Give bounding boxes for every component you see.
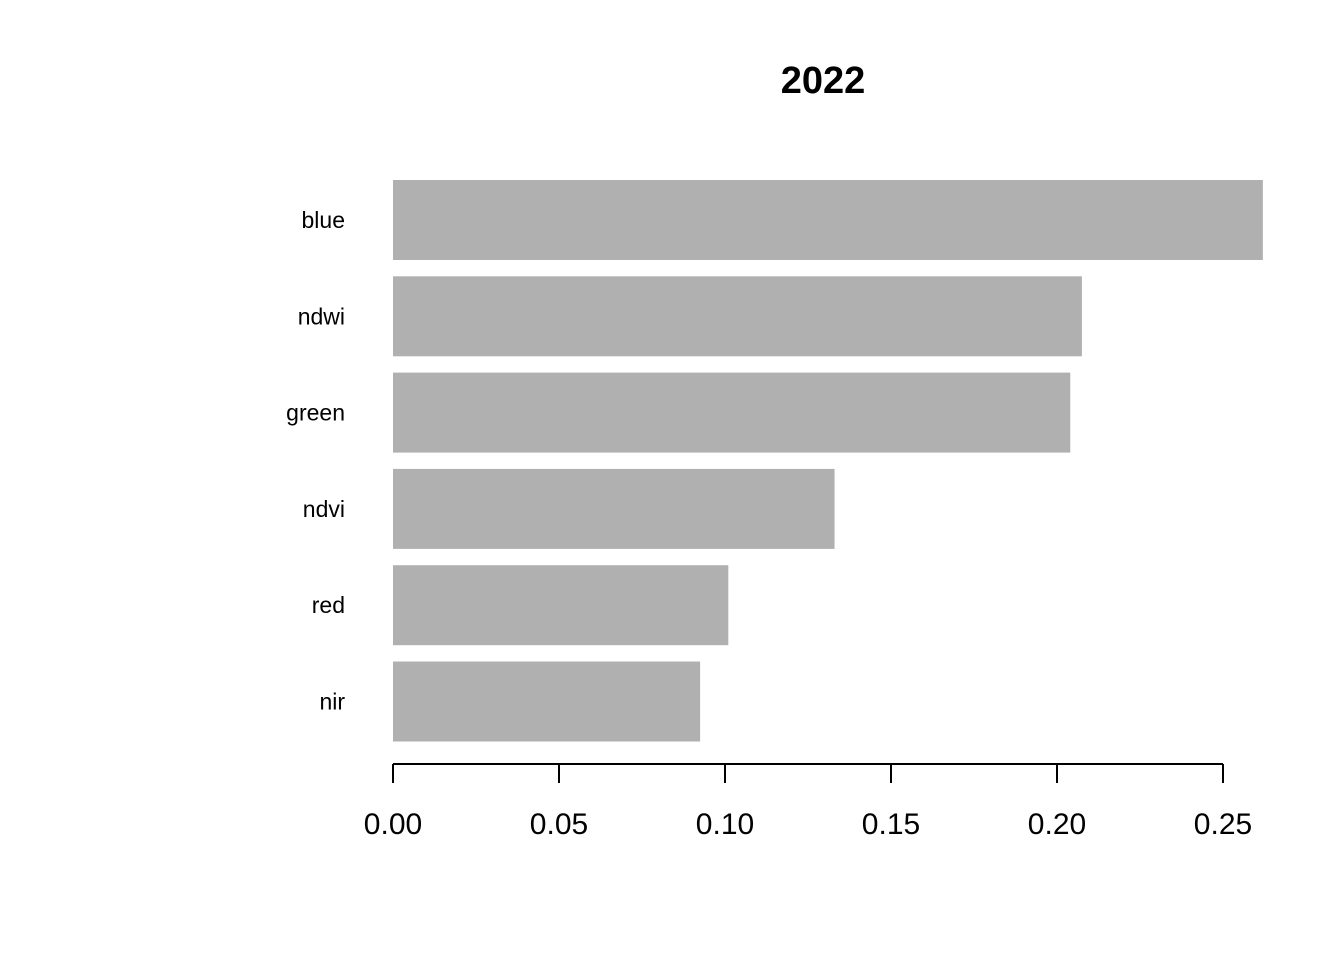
x-tick-label: 0.15: [862, 808, 920, 841]
category-label-ndwi: ndwi: [298, 303, 345, 329]
category-label-nir: nir: [319, 689, 345, 715]
category-label-ndvi: ndvi: [303, 496, 345, 522]
bar-green: [393, 372, 1071, 453]
category-label-green: green: [286, 400, 345, 426]
bar-red: [393, 565, 729, 646]
x-axis: 0.00 0.05 0.10 0.15 0.20 0.25: [364, 763, 1252, 841]
category-label-red: red: [312, 592, 345, 618]
bar-nir: [393, 661, 701, 742]
x-tick-label: 0.05: [530, 808, 588, 841]
x-tick-label: 0.00: [364, 808, 422, 841]
category-label-blue: blue: [302, 207, 345, 233]
chart-title: 2022: [781, 60, 866, 102]
bar-ndwi: [393, 276, 1082, 357]
category-labels-group: blue ndwi green ndvi red nir: [286, 207, 345, 715]
bar-blue: [393, 180, 1263, 260]
x-tick-label: 0.20: [1028, 808, 1086, 841]
bars-group: [393, 180, 1263, 742]
x-tick-label: 0.10: [696, 808, 754, 841]
x-tick-label: 0.25: [1194, 808, 1252, 841]
bar-ndvi: [393, 468, 835, 549]
